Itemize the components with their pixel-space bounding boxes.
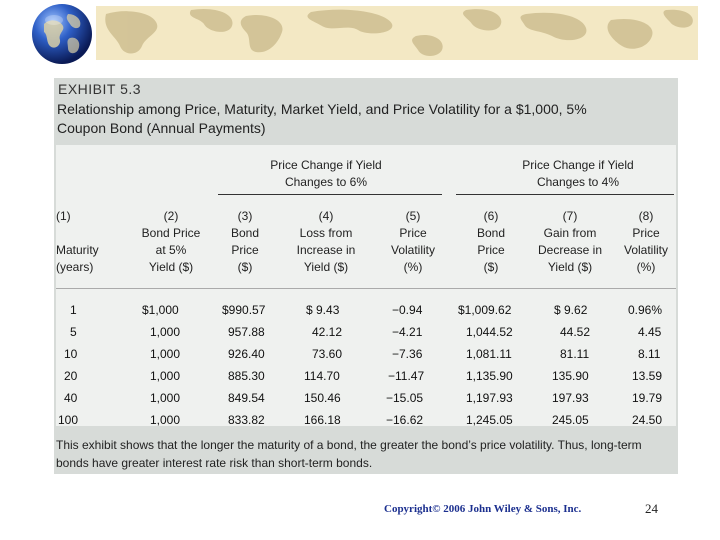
copyright-footer: Copyright© 2006 John Wiley & Sons, Inc. — [384, 503, 582, 515]
table-cell: 42.12 — [312, 325, 343, 339]
world-map-banner — [96, 6, 698, 60]
bond-table: Price Change if Yield Changes to 6% Pric… — [56, 145, 676, 427]
table-cell: 1,081.11 — [466, 347, 512, 361]
table-cell: 20 — [64, 369, 78, 383]
table-cell: 24.50 — [632, 413, 663, 427]
column-header-maturity: (1) Maturity (years) — [56, 209, 99, 274]
exhibit-title: Relationship among Price, Maturity, Mark… — [57, 100, 669, 138]
table-cell: 849.54 — [228, 391, 265, 405]
table-cell: 1,000 — [150, 325, 181, 339]
table-cell: 81.11 — [560, 347, 590, 361]
table-cell: 833.82 — [228, 413, 265, 427]
table-cell: −7.36 — [392, 347, 423, 361]
slide-number: 24 — [645, 501, 658, 516]
world-map-image — [105, 8, 693, 56]
table-cell: 957.88 — [228, 325, 265, 339]
table-cell: $ 9.43 — [306, 303, 340, 317]
exhibit-label: EXHIBIT 5.3 — [58, 81, 142, 97]
column-header-bond-price-4: (6) Bond Price ($) — [476, 209, 506, 274]
globe-icon — [32, 4, 92, 64]
table-cell: 1,197.93 — [466, 391, 513, 405]
table-cell: 5 — [70, 325, 77, 339]
table-cell: 1,135.90 — [466, 369, 513, 383]
group-rule-yield-4 — [456, 194, 674, 195]
table-cell: 1,000 — [150, 369, 181, 383]
table-cell: 40 — [64, 391, 78, 405]
table-cell: −4.21 — [392, 325, 423, 339]
table-cell: 150.46 — [304, 391, 341, 405]
group-header-yield-6: Price Change if Yield Changes to 6% — [270, 158, 382, 189]
exhibit-note: This exhibit shows that the longer the m… — [56, 436, 676, 472]
table-cell: −16.62 — [386, 413, 424, 427]
column-header-volatility-4: (8) Price Volatility (%) — [623, 209, 669, 274]
table-cell: 100 — [58, 413, 79, 427]
table-cell: 135.90 — [552, 369, 589, 383]
table-cell: −11.47 — [388, 369, 425, 383]
table-cell: 1 — [70, 303, 77, 317]
table-cell: 245.05 — [552, 413, 589, 427]
note-line: This exhibit shows that the longer the m… — [56, 438, 642, 452]
header-rule — [56, 288, 676, 289]
table-cell: 885.30 — [228, 369, 265, 383]
table-cell: 926.40 — [228, 347, 265, 361]
group-header-yield-4: Price Change if Yield Changes to 4% — [522, 158, 634, 189]
table-cell: 73.60 — [312, 347, 343, 361]
table-cell: −0.94 — [392, 303, 423, 317]
table-cell: 19.79 — [632, 391, 663, 405]
table-cell: 114.70 — [304, 369, 340, 383]
column-header-gain: (7) Gain from Decrease in Yield ($) — [537, 209, 603, 274]
exhibit-title-block: EXHIBIT 5.3 Relationship among Price, Ma… — [54, 78, 678, 140]
table-cell: 1,000 — [150, 347, 181, 361]
table-cell: 44.52 — [560, 325, 591, 339]
table-cell: 13.59 — [632, 369, 663, 383]
table-cell: 4.45 — [638, 325, 662, 339]
table-cell: $1,000 — [142, 303, 179, 317]
table-cell: $1,009.62 — [458, 303, 512, 317]
table-cell: 8.11 — [638, 347, 661, 361]
table-cell: 166.18 — [304, 413, 341, 427]
column-header-bond-price-5: (2) Bond Price at 5% Yield ($) — [141, 209, 201, 274]
table-cell: 1,044.52 — [466, 325, 513, 339]
note-line: bonds have greater interest rate risk th… — [56, 456, 373, 470]
column-header-loss: (4) Loss from Increase in Yield ($) — [296, 209, 356, 274]
table-cell: 197.93 — [552, 391, 589, 405]
title-line: Relationship among Price, Maturity, Mark… — [57, 101, 587, 117]
column-header-volatility-6: (5) Price Volatility (%) — [390, 209, 436, 274]
column-header-bond-price-6: (3) Bond Price ($) — [230, 209, 260, 274]
table-cell: $ 9.62 — [554, 303, 588, 317]
table-cell: 1,245.05 — [466, 413, 513, 427]
table-cell: 10 — [64, 347, 78, 361]
table-cell: 1,000 — [150, 413, 181, 427]
table-cell: $990.57 — [222, 303, 266, 317]
title-line: Coupon Bond (Annual Payments) — [57, 120, 266, 136]
table-cell: 0.96% — [628, 303, 663, 317]
table-cell: 1,000 — [150, 391, 181, 405]
exhibit-panel: EXHIBIT 5.3 Relationship among Price, Ma… — [54, 78, 678, 474]
table-cell: −15.05 — [386, 391, 424, 405]
group-rule-yield-6 — [218, 194, 442, 195]
